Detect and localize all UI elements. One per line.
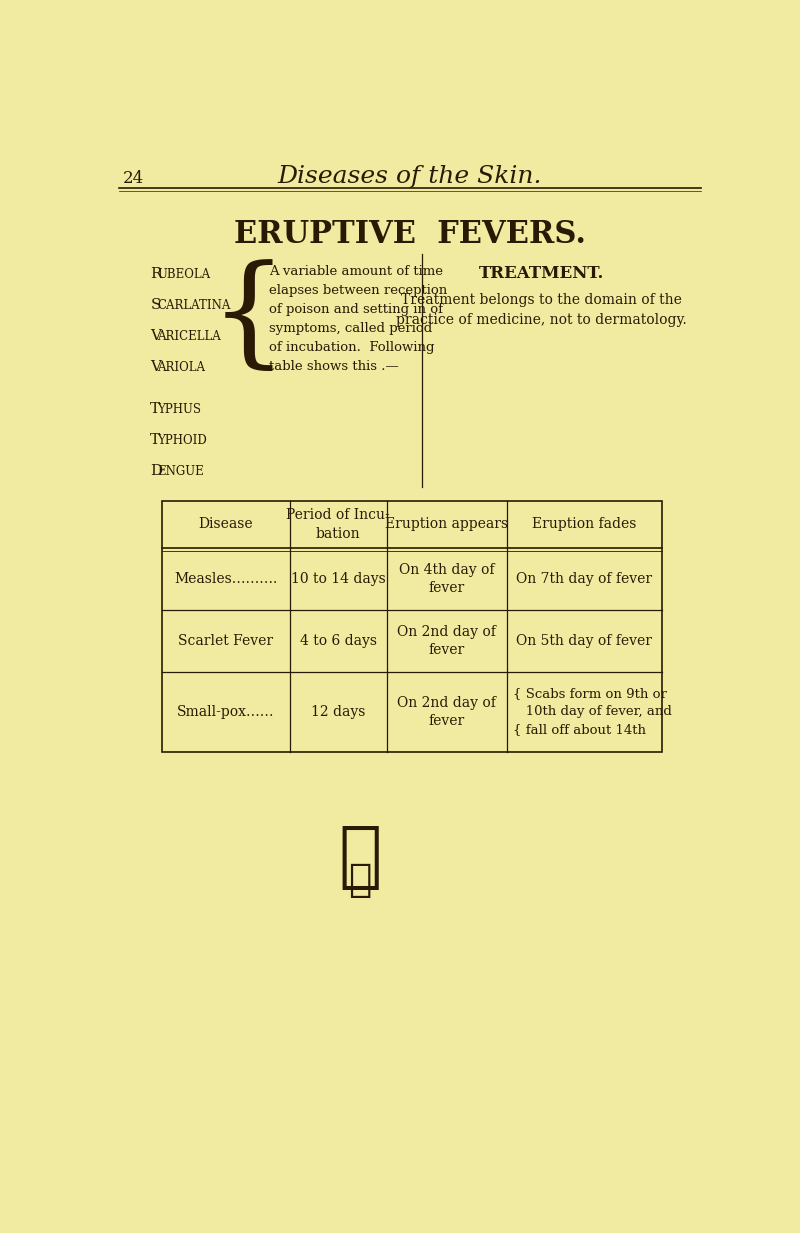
Text: On 2nd day of
fever: On 2nd day of fever	[398, 695, 496, 729]
Text: On 2nd day of
fever: On 2nd day of fever	[398, 625, 496, 657]
Bar	[162, 501, 662, 752]
Text: UBEOLA: UBEOLA	[158, 269, 210, 281]
Text: T: T	[150, 433, 161, 446]
Text: Period of Incu-
bation: Period of Incu- bation	[286, 508, 390, 541]
Text: ARIOLA: ARIOLA	[158, 361, 206, 374]
Text: S: S	[150, 298, 161, 312]
Text: T: T	[150, 402, 161, 416]
Text: Measles……….: Measles……….	[174, 572, 278, 586]
Text: On 5th day of fever: On 5th day of fever	[516, 634, 652, 647]
Text: YPHOID: YPHOID	[158, 434, 207, 448]
Text: 4 to 6 days: 4 to 6 days	[300, 634, 377, 647]
Text: 24: 24	[123, 169, 145, 186]
Text: Diseases of the Skin.: Diseases of the Skin.	[278, 165, 542, 187]
Text: V: V	[150, 329, 162, 343]
Text: {: {	[210, 259, 288, 376]
Text: TREATMENT.: TREATMENT.	[479, 265, 605, 282]
Text: Eruption fades: Eruption fades	[532, 518, 637, 531]
Text: ARICELLA: ARICELLA	[158, 330, 221, 343]
Text: A variable amount of time
elapses between reception
of poison and setting in of
: A variable amount of time elapses betwee…	[269, 265, 447, 374]
Text: Scarlet Fever: Scarlet Fever	[178, 634, 274, 647]
Text: V: V	[150, 360, 162, 374]
Text: On 7th day of fever: On 7th day of fever	[516, 572, 653, 586]
Text: ❧: ❧	[348, 862, 371, 899]
Text: CARLATINA: CARLATINA	[158, 300, 230, 312]
Text: ENGUE: ENGUE	[158, 465, 204, 478]
Text: Treatment belongs to the domain of the
practice of medicine, not to dermatology.: Treatment belongs to the domain of the p…	[396, 292, 687, 327]
Text: YPHUS: YPHUS	[158, 403, 202, 417]
Text: 10 to 14 days: 10 to 14 days	[291, 572, 386, 586]
Text: Small-pox……: Small-pox……	[177, 705, 274, 719]
Text: Disease: Disease	[198, 518, 254, 531]
Text: On 4th day of
fever: On 4th day of fever	[399, 563, 494, 596]
Text: { Scabs form on 9th or
   10th day of fever, and
{ fall off about 14th: { Scabs form on 9th or 10th day of fever…	[513, 688, 672, 736]
Text: ❦: ❦	[338, 821, 382, 893]
Text: 12 days: 12 days	[311, 705, 366, 719]
Text: ERUPTIVE  FEVERS.: ERUPTIVE FEVERS.	[234, 218, 586, 250]
Text: D: D	[150, 464, 162, 477]
Text: R: R	[150, 268, 162, 281]
Text: Eruption appears: Eruption appears	[386, 518, 508, 531]
